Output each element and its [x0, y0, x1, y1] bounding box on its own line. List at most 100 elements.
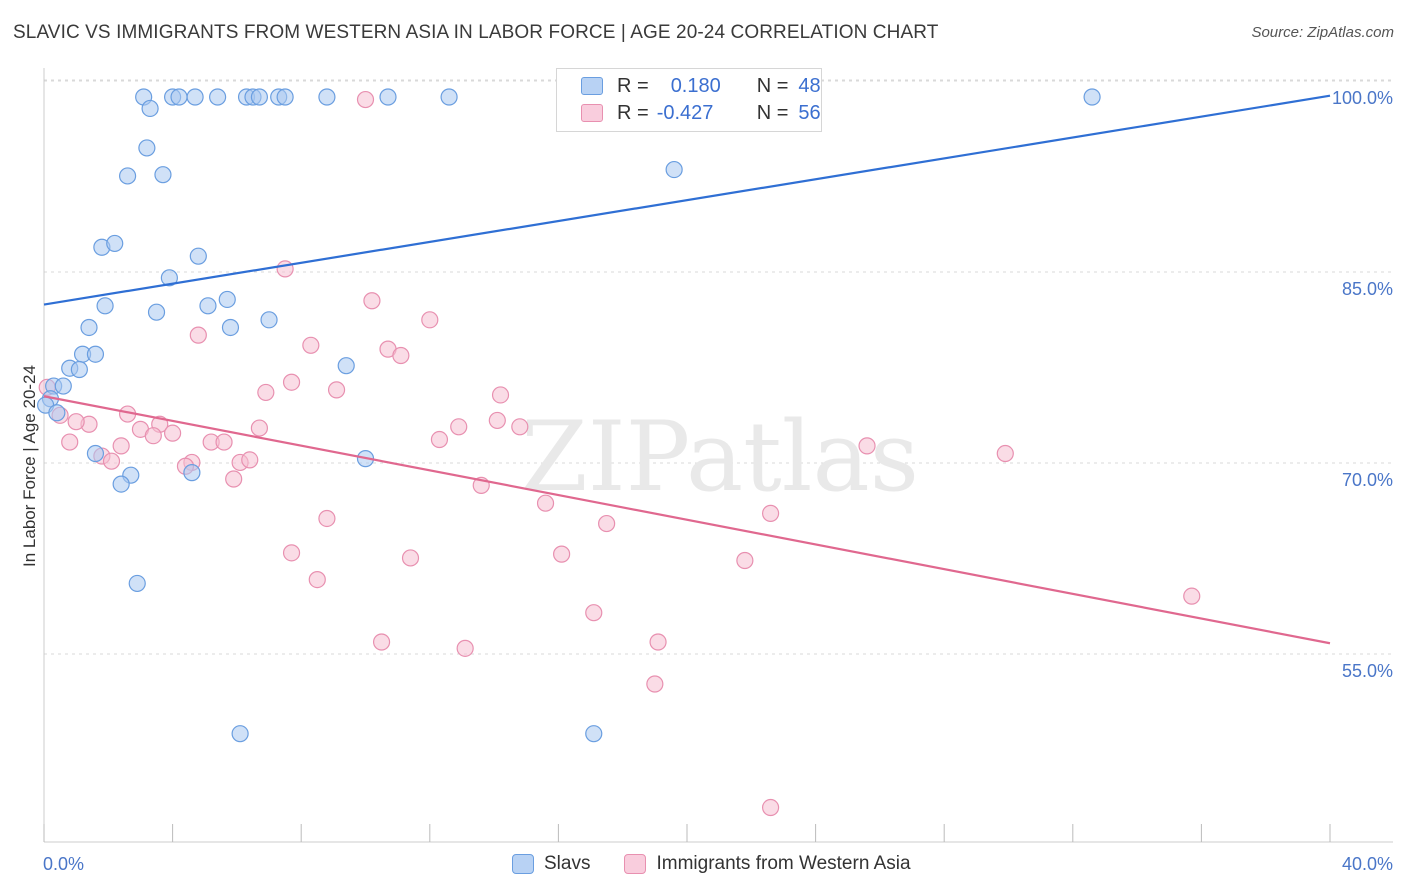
legend-n-value: 56	[798, 101, 821, 124]
immigrants-point	[1183, 587, 1201, 605]
slavs-legend-swatch	[512, 854, 534, 874]
immigrants-point	[257, 383, 275, 402]
legend-row-slavs: R = 0.180 N = 48	[557, 73, 821, 99]
slavs-point	[318, 88, 336, 106]
immigrants-point	[511, 418, 529, 436]
legend-n-label: N =	[756, 101, 789, 124]
grid-lines	[44, 79, 1393, 655]
immigrants-point	[456, 639, 474, 657]
slavs-point	[160, 269, 178, 287]
immigrants-point	[164, 424, 182, 442]
immigrants-point	[282, 373, 301, 391]
immigrants-point	[585, 604, 603, 622]
legend-n-label: N =	[756, 74, 789, 97]
immigrants-swatch	[581, 104, 603, 122]
slavs-point	[86, 444, 105, 463]
immigrants-legend-swatch	[624, 854, 647, 874]
slavs-point	[70, 360, 88, 379]
immigrants-point	[61, 433, 79, 451]
immigrants-point	[67, 413, 85, 431]
slavs-point	[118, 167, 137, 185]
legend-r-value: -0.427	[656, 101, 714, 124]
immigrants-trend-line	[43, 395, 1331, 645]
slavs-point	[218, 290, 236, 309]
immigrants-point	[392, 346, 410, 365]
immigrants-point	[372, 633, 391, 651]
slavs-point	[183, 464, 201, 482]
legend-row-immigrants: R = -0.427 N = 56	[557, 100, 821, 126]
series-legend: Slavs Immigrants from Western Asia	[512, 853, 911, 875]
x-tick-label-max: 40.0%	[1342, 854, 1393, 874]
slavs-swatch	[581, 77, 603, 95]
immigrants-point	[401, 549, 420, 567]
slavs-point	[276, 88, 294, 106]
immigrants-point	[430, 430, 449, 449]
slavs-point	[199, 297, 217, 315]
immigrants-point	[189, 326, 207, 344]
x-tick-label-min: 0.0%	[43, 854, 84, 874]
slavs-point	[337, 357, 355, 375]
y-axis-title: In Labor Force | Age 20-24	[20, 365, 39, 567]
slavs-point	[170, 88, 188, 106]
watermark: ZIPatlas	[521, 401, 919, 513]
slavs-point	[138, 139, 156, 157]
immigrants-point	[215, 433, 233, 451]
immigrants-point	[308, 570, 326, 589]
y-tick-labels: 55.0% 70.0% 85.0% 100.0%	[1332, 88, 1393, 681]
immigrants-point	[646, 675, 664, 693]
legend-r-label: R =	[617, 74, 649, 97]
immigrants-point	[649, 633, 667, 651]
source-note: Source: ZipAtlas.com	[1251, 24, 1394, 41]
slavs-point	[147, 303, 166, 321]
immigrants-point	[241, 451, 259, 469]
slavs-point	[209, 88, 227, 106]
immigrants-point	[858, 437, 876, 455]
slavs-point	[112, 475, 130, 493]
slavs-point	[141, 99, 159, 118]
y-tick-label: 70.0%	[1342, 470, 1393, 490]
immigrants-point	[327, 381, 346, 399]
immigrants-point	[302, 336, 320, 354]
legend-r-value: 0.180	[670, 74, 721, 97]
immigrants-point	[761, 504, 780, 522]
legend-n-value: 48	[798, 74, 821, 97]
immigrants-point	[250, 419, 269, 437]
immigrants-point	[491, 386, 510, 404]
immigrants-point	[450, 418, 468, 436]
slavs-point	[189, 247, 207, 265]
slavs-point	[379, 88, 397, 106]
y-tick-label: 85.0%	[1342, 279, 1393, 299]
slavs-point	[665, 160, 683, 179]
axes	[43, 68, 1393, 843]
slavs-point	[231, 725, 249, 743]
immigrants-point	[761, 798, 780, 817]
slavs-point	[80, 318, 98, 337]
chart-title: SLAVIC VS IMMIGRANTS FROM WESTERN ASIA I…	[13, 22, 939, 43]
immigrants-point	[553, 545, 571, 563]
slavs-point	[221, 318, 240, 337]
slavs-point	[106, 234, 124, 253]
immigrants-point	[536, 494, 555, 512]
slavs-point	[48, 404, 66, 422]
slavs-point	[186, 88, 204, 106]
slavs-point	[260, 311, 278, 329]
immigrants-point	[144, 427, 162, 445]
immigrants-point	[318, 509, 336, 528]
slavs-point	[154, 166, 172, 184]
immigrants-point	[736, 551, 754, 570]
immigrants-point	[363, 292, 381, 310]
immigrants-point	[112, 437, 130, 455]
correlation-legend: R = 0.180 N = 48 R = -0.427 N = 56	[556, 68, 822, 132]
trend-lines	[43, 94, 1331, 645]
slavs-point	[1083, 88, 1101, 106]
slavs-point	[54, 377, 72, 395]
immigrants-point	[598, 514, 616, 533]
immigrants-point	[282, 544, 301, 562]
slavs-point	[585, 725, 603, 743]
slavs-point	[250, 88, 269, 106]
y-tick-label: 55.0%	[1342, 661, 1393, 681]
legend-r-label: R =	[617, 101, 649, 124]
immigrants-legend-label: Immigrants from Western Asia	[656, 853, 911, 874]
immigrants-point	[225, 470, 243, 488]
